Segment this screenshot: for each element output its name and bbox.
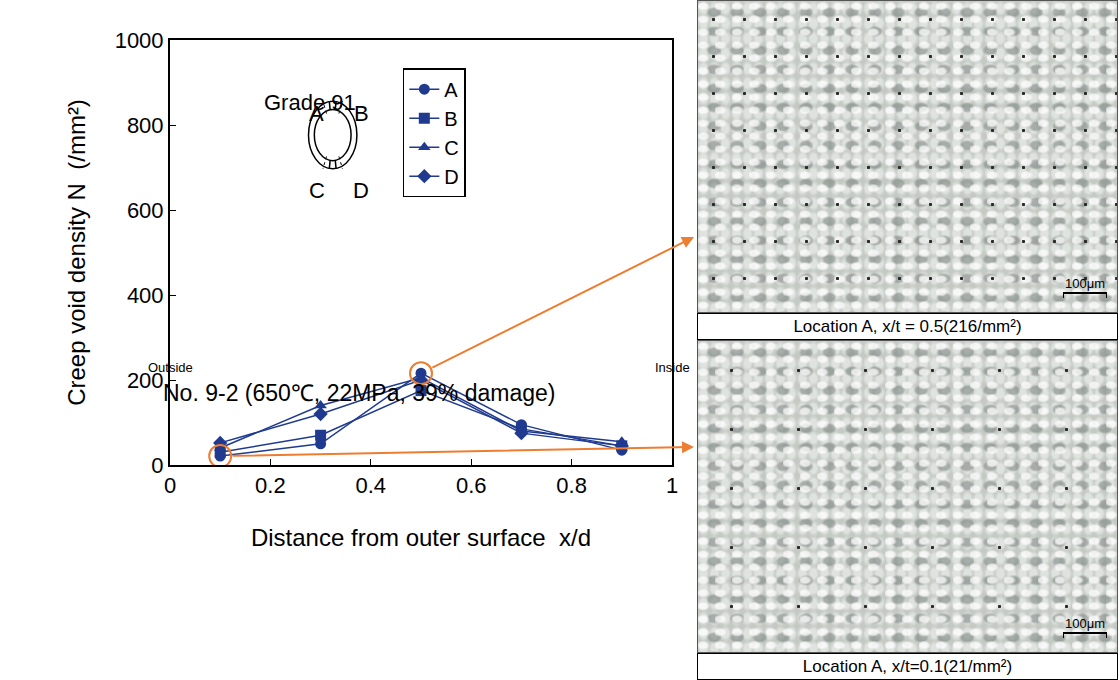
svg-text:No. 9-2 (650℃, 22MPa, 39% dama: No. 9-2 (650℃, 22MPa, 39% damage) — [163, 380, 555, 406]
svg-text:Distance from outer surface x: Distance from outer surface x/d — [251, 524, 591, 551]
svg-text:1: 1 — [666, 473, 678, 498]
svg-text:1000: 1000 — [115, 28, 164, 53]
svg-text:0.2: 0.2 — [255, 473, 286, 498]
svg-text:400: 400 — [127, 283, 164, 308]
svg-text:600: 600 — [127, 198, 164, 223]
svg-text:C: C — [309, 178, 325, 203]
svg-text:0.6: 0.6 — [456, 473, 487, 498]
svg-text:B: B — [444, 108, 457, 130]
svg-text:C: C — [444, 137, 458, 159]
html-text:Location A, x/t=0.1(21/mm²): Location A, x/t=0.1(21/mm²) — [802, 657, 1013, 676]
svg-text:D: D — [444, 166, 458, 188]
html-text:100μm: 100μm — [1065, 276, 1105, 291]
svg-text:Outside: Outside — [148, 360, 193, 375]
html-text:Location A, x/t = 0.5(216/mm²): Location A, x/t = 0.5(216/mm²) — [793, 317, 1022, 336]
svg-text:B: B — [354, 101, 369, 126]
svg-text:D: D — [353, 178, 369, 203]
svg-text:Grade 91: Grade 91 — [264, 90, 356, 115]
svg-text:A: A — [444, 79, 458, 101]
svg-text:Creep void density N (/mm²): Creep void density N (/mm²) — [63, 99, 90, 406]
svg-text:800: 800 — [127, 113, 164, 138]
svg-text:0.4: 0.4 — [356, 473, 387, 498]
svg-text:0.8: 0.8 — [556, 473, 587, 498]
html-text:100μm: 100μm — [1065, 616, 1105, 631]
svg-text:200: 200 — [127, 368, 164, 393]
svg-text:A: A — [309, 101, 324, 126]
svg-text:Inside: Inside — [655, 360, 690, 375]
svg-text:0: 0 — [151, 453, 163, 478]
svg-text:0: 0 — [164, 473, 176, 498]
